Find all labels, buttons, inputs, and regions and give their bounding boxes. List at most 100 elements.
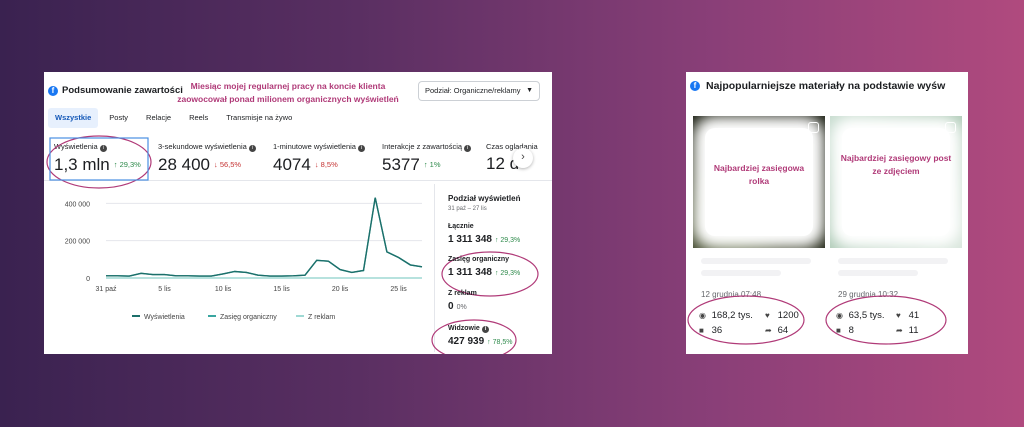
tab-stories[interactable]: Relacje [146,113,172,122]
viewers-change: ↑ 78,5% [487,339,513,346]
card-label: Najbardziej zasięgowa rolka [713,163,805,186]
metric-value: 12 d [486,154,520,173]
likes-value: 41 [908,310,920,321]
metric-1m-views[interactable]: 1-minutowe wyświetlenia i 4074 ↓ 8,5% [273,142,365,175]
legend-label: Z reklam [308,314,335,321]
legend-label: Zasięg organiczny [220,314,277,321]
comments-value: 36 [711,325,723,336]
shares-stat: ➦ 64 [765,325,788,336]
heart-icon: ♥ [896,311,901,320]
views-stat: ◉ 63,5 tys. [836,310,885,321]
annotation-text: Miesiąc mojej regularnej pracy na koncie… [168,80,408,106]
y-tick-label: 200 000 [65,239,90,246]
shares-value: 64 [777,325,789,336]
x-tick-label: 15 lis [273,286,290,293]
content-card[interactable]: Najbardziej zasięgowa rolka 12 grudnia 0… [693,116,825,348]
breakdown-range: 31 paź – 27 lis [448,206,487,212]
facebook-icon: f [48,86,58,96]
caret-down-icon: ▼ [526,87,533,94]
shares-value: 11 [908,325,919,336]
tab-posts[interactable]: Posty [109,113,129,122]
metric-label: Interakcje z zawartością [382,142,463,151]
card-thumbnail: Najbardziej zasięgowy post ze zdjęciem [830,116,962,248]
ads-label: Z reklam [448,290,477,297]
viewers-label-text: Widzowie [448,325,480,332]
facebook-icon: f [690,81,700,91]
metric-change: ↓ 56,5% [214,160,242,169]
panel-title: Podsumowanie zawartości [62,85,183,96]
breakdown-dropdown[interactable]: Podział: Organiczne/reklamy ▼ [418,81,540,101]
viewers-label: Widzowie i [448,325,489,333]
panel-title: Najpopularniejsze materiały na podstawie… [706,80,946,92]
total-value: 1 311 348 ↑ 29,3% [448,234,520,245]
divider [44,180,552,181]
x-tick-label: 25 lis [390,286,407,293]
info-icon: i [481,326,489,333]
x-tick-label: 20 lis [332,286,349,293]
tab-bar: Wszystkie Posty Relacje Reels Transmisje… [48,108,299,130]
info-icon: i [357,145,365,152]
share-icon: ➦ [896,326,903,335]
likes-stat: ♥ 1200 [765,310,799,321]
comments-stat: ■ 8 [836,325,854,336]
tab-live[interactable]: Transmisje na żywo [226,113,293,122]
metric-label: Wyświetlenia [54,142,98,151]
metric-views[interactable]: Wyświetlenia i 1,3 mln ↑ 29,3% [54,142,141,175]
x-tick-label: 10 lis [215,286,232,293]
comment-icon: ■ [699,326,704,335]
top-content-panel: f Najpopularniejsze materiały na podstaw… [686,72,968,354]
card-date: 12 grudnia 07:48 [701,290,762,299]
metric-value: 4074 [273,155,311,174]
metric-change: ↓ 8,5% [314,160,338,169]
metric-watch-time[interactable]: Czas oglądania 12 d [486,142,546,174]
likes-stat: ♥ 41 [896,310,919,321]
total-change: ↑ 29,3% [494,237,521,244]
metric-label: Czas oglądania [486,142,538,151]
heart-icon: ♥ [765,311,770,320]
card-thumbnail: Najbardziej zasięgowa rolka [693,116,825,248]
info-icon: i [464,145,472,152]
y-tick-label: 0 [86,276,90,283]
ads-change: 0% [456,304,467,311]
content-card[interactable]: Najbardziej zasięgowy post ze zdjęciem 2… [830,116,962,348]
shares-stat: ➦ 11 [896,325,919,336]
views-value: 63,5 tys. [848,310,885,321]
views-line-chart: 0 200 000 400 000 31 paź 5 lis 10 lis 15 lis 20… [65,197,423,321]
content-summary-panel: f Podsumowanie zawartości Miesiąc mojej … [44,72,552,354]
info-icon: i [248,145,256,152]
breakdown-title: Podział wyświetleń [448,194,521,203]
total-label: Łącznie [448,223,474,230]
organic-number: 1 311 348 [448,267,492,278]
metric-change: ↑ 29,3% [113,160,141,169]
reel-icon [808,122,819,133]
viewers-value: 427 939 ↑ 78,5% [448,336,512,347]
organic-label: Zasięg organiczny [448,256,510,263]
tab-reels[interactable]: Reels [189,113,209,122]
comments-value: 8 [848,325,854,336]
card-label: Najbardziej zasięgowy post ze zdjęciem [840,153,952,176]
card-date: 29 grudnia 10:32 [838,290,899,299]
metric-value: 1,3 mln [54,155,110,174]
share-icon: ➦ [765,326,772,335]
ads-value: 0 0% [448,301,467,312]
metric-3s-views[interactable]: 3-sekundowe wyświetlenia i 28 400 ↓ 56,5% [158,142,256,175]
views-stat: ◉ 168,2 tys. [699,310,753,321]
metric-interactions[interactable]: Interakcje z zawartością i 5377 ↑ 1% [382,142,472,175]
y-tick-label: 400 000 [65,201,90,208]
annotation-circles [46,135,539,354]
organic-value: 1 311 348 ↑ 29,3% [448,267,520,278]
organic-change: ↑ 29,3% [494,270,521,277]
tab-all[interactable]: Wszystkie [48,108,99,128]
eye-icon: ◉ [699,311,706,320]
comment-icon: ■ [836,326,841,335]
legend-label: Wyświetlenia [144,314,185,321]
series-line [106,197,423,277]
chevron-right-icon[interactable]: › [513,148,533,168]
divider [434,184,435,352]
info-icon: i [99,145,107,152]
series-line [106,197,423,277]
annotation-circles [687,295,947,345]
likes-value: 1200 [777,310,799,321]
metric-value: 28 400 [158,155,210,174]
ads-number: 0 [448,301,454,312]
